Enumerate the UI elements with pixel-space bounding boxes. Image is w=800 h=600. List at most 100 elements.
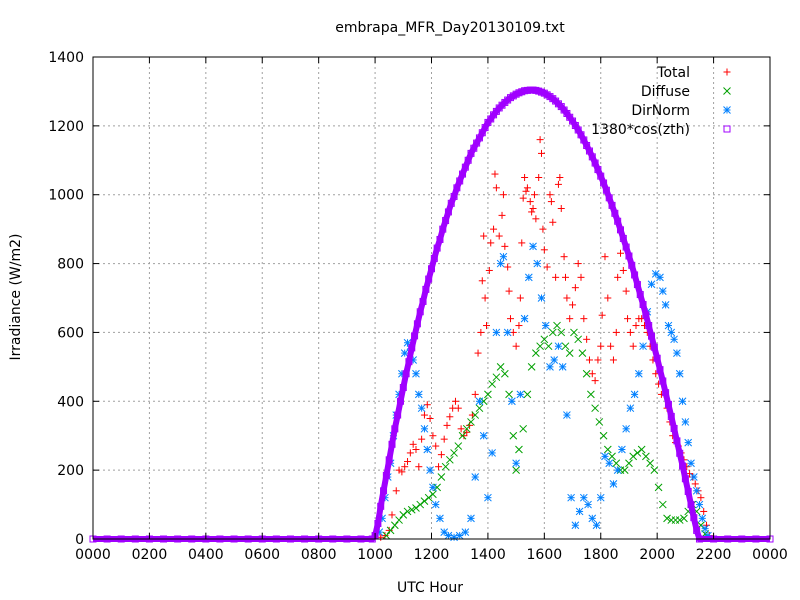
data-point xyxy=(698,514,707,523)
data-point xyxy=(526,198,534,206)
data-point xyxy=(630,390,639,399)
data-point xyxy=(612,459,621,468)
data-point xyxy=(541,321,550,330)
data-point xyxy=(563,294,571,302)
data-point xyxy=(492,373,501,382)
data-point xyxy=(394,411,402,419)
data-point xyxy=(412,369,420,378)
data-point xyxy=(505,390,513,399)
x-tick-label: 1800 xyxy=(583,547,619,563)
data-point xyxy=(626,328,634,336)
data-point xyxy=(479,431,488,440)
data-point xyxy=(634,369,643,378)
data-point xyxy=(500,369,509,378)
data-point xyxy=(396,397,404,405)
y-tick-label: 1200 xyxy=(48,119,84,135)
data-point xyxy=(519,424,528,433)
data-point xyxy=(522,187,530,195)
x-tick-label: 2000 xyxy=(639,547,675,563)
data-point xyxy=(548,328,557,337)
legend: Total Diffuse DirNorm 1380*cos(zth) xyxy=(591,65,731,138)
data-point xyxy=(388,511,396,519)
data-point xyxy=(650,343,658,351)
data-point xyxy=(701,524,709,533)
data-point xyxy=(654,483,663,492)
data-point xyxy=(433,244,441,252)
data-point xyxy=(444,531,453,540)
data-point xyxy=(681,475,689,483)
data-point xyxy=(385,456,393,464)
data-point xyxy=(582,369,591,378)
legend-label: Total xyxy=(656,65,690,81)
data-point xyxy=(506,315,514,323)
data-point xyxy=(425,275,433,283)
data-point xyxy=(395,516,403,524)
y-axis-label: Irradiance (W/m2) xyxy=(8,234,24,361)
data-point xyxy=(483,322,491,330)
data-point xyxy=(574,335,583,344)
data-point xyxy=(388,440,396,448)
data-point xyxy=(604,294,612,302)
data-point xyxy=(450,192,458,200)
data-point xyxy=(575,507,584,516)
data-point xyxy=(516,294,524,302)
data-point xyxy=(633,281,641,289)
data-point xyxy=(520,314,529,323)
data-point xyxy=(401,463,409,471)
data-point xyxy=(591,404,599,413)
data-point xyxy=(549,218,557,226)
data-point xyxy=(578,349,587,357)
data-point xyxy=(399,511,408,519)
data-point xyxy=(684,487,692,495)
data-point xyxy=(478,277,486,285)
data-point xyxy=(631,271,639,279)
data-point xyxy=(414,390,423,399)
data-point xyxy=(560,253,568,261)
y-tick-label: 0 xyxy=(75,532,84,548)
legend-marker xyxy=(723,87,731,95)
data-point xyxy=(579,493,588,502)
x-tick-label: 0200 xyxy=(132,547,168,563)
x-tick-label: 0600 xyxy=(244,547,280,563)
data-point xyxy=(550,356,559,364)
data-point xyxy=(505,287,513,295)
data-point xyxy=(690,514,698,522)
data-point xyxy=(436,235,444,243)
data-point xyxy=(596,493,605,502)
data-point xyxy=(673,437,681,445)
data-point xyxy=(512,459,520,468)
data-point xyxy=(658,287,667,295)
data-point xyxy=(687,501,695,509)
data-point xyxy=(569,301,577,309)
data-point xyxy=(664,400,672,408)
data-point xyxy=(680,514,688,523)
data-point xyxy=(546,191,554,199)
y-tick-label: 200 xyxy=(57,463,84,479)
data-point xyxy=(563,411,571,419)
axis-ticks: 0000 0200 0400 0600 0800 1000 1200 1400 1600 1800… xyxy=(48,50,787,563)
chart-title: embrapa_MFR_Day20130109.txt xyxy=(335,20,565,36)
data-point xyxy=(509,431,518,440)
data-point xyxy=(480,232,488,240)
data-point xyxy=(580,315,588,323)
data-point xyxy=(602,186,610,194)
data-point xyxy=(636,291,644,299)
data-point xyxy=(515,322,523,330)
data-point xyxy=(546,363,554,371)
data-point xyxy=(527,363,536,371)
data-point xyxy=(488,380,497,388)
data-point xyxy=(605,194,613,202)
data-point xyxy=(601,253,609,261)
data-point xyxy=(445,455,454,464)
data-point xyxy=(420,497,429,505)
data-point xyxy=(667,328,676,337)
data-point xyxy=(614,217,622,225)
data-point xyxy=(533,259,542,268)
data-point xyxy=(543,263,551,271)
data-point xyxy=(418,435,426,443)
data-point xyxy=(475,397,484,406)
series-0 xyxy=(377,136,716,543)
data-point xyxy=(431,500,440,509)
